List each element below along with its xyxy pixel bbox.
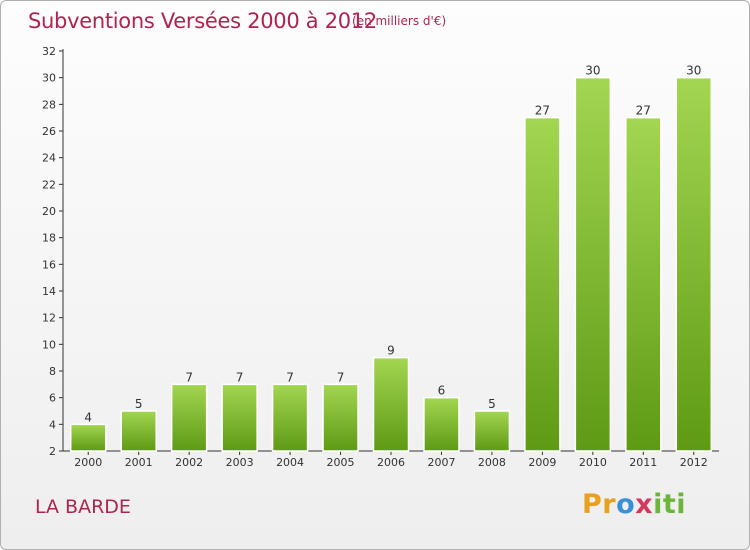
y-tick-label: 10 (42, 338, 56, 351)
y-tick-label: 22 (42, 178, 56, 191)
data-label: 7 (185, 370, 193, 384)
proxiti-logo[interactable]: Proxiti (582, 489, 686, 520)
bar-2004 (273, 384, 308, 451)
logo-part: o (616, 489, 635, 520)
data-label: 6 (438, 384, 446, 398)
x-tick-label: 2001 (125, 456, 153, 469)
data-label: 27 (535, 104, 550, 118)
bar-2008 (474, 411, 509, 451)
y-tick-label: 12 (42, 312, 56, 325)
bar-2002 (172, 384, 207, 451)
bar-2010 (575, 78, 610, 451)
y-tick-label: 14 (42, 285, 56, 298)
x-tick-label: 2011 (629, 456, 657, 469)
x-tick-label: 2005 (327, 456, 355, 469)
logo-part: Pr (582, 489, 616, 520)
x-tick-label: 2003 (226, 456, 254, 469)
x-tick-label: 2000 (74, 456, 102, 469)
y-tick-label: 16 (42, 258, 56, 271)
bar-2001 (121, 411, 156, 451)
y-tick-label: 8 (49, 365, 56, 378)
bar-2011 (626, 118, 661, 451)
data-label: 27 (636, 104, 651, 118)
x-tick-label: 2009 (528, 456, 556, 469)
chart-bars (71, 78, 712, 451)
data-label: 7 (337, 370, 345, 384)
logo-part: x (635, 489, 653, 520)
y-tick-label: 30 (42, 72, 56, 85)
data-label: 5 (488, 397, 496, 411)
bar-2006 (374, 358, 409, 451)
data-label: 5 (135, 397, 143, 411)
data-label: 30 (585, 64, 600, 78)
y-tick-label: 6 (49, 392, 56, 405)
data-label: 30 (686, 64, 701, 78)
data-label: 7 (286, 370, 294, 384)
y-tick-label: 24 (42, 152, 56, 165)
y-tick-label: 32 (42, 45, 56, 58)
x-tick-label: 2008 (478, 456, 506, 469)
y-tick-label: 18 (42, 232, 56, 245)
bar-2005 (323, 384, 358, 451)
y-tick-label: 2 (49, 445, 56, 458)
x-tick-label: 2007 (427, 456, 455, 469)
bar-2012 (676, 78, 711, 451)
y-tick-label: 26 (42, 125, 56, 138)
bar-2000 (71, 424, 106, 451)
data-label: 9 (387, 344, 395, 358)
x-tick-label: 2012 (680, 456, 708, 469)
y-tick-label: 28 (42, 98, 56, 111)
y-tick-label: 20 (42, 205, 56, 218)
bar-2003 (222, 384, 257, 451)
x-tick-label: 2006 (377, 456, 405, 469)
x-tick-label: 2010 (579, 456, 607, 469)
data-label: 7 (236, 370, 244, 384)
bar-2009 (525, 118, 560, 451)
logo-part: iti (653, 489, 686, 520)
commune-name: LA BARDE (35, 496, 131, 518)
x-tick-label: 2004 (276, 456, 304, 469)
y-tick-label: 4 (49, 418, 56, 431)
data-label: 4 (84, 410, 92, 424)
x-tick-label: 2002 (175, 456, 203, 469)
bar-2007 (424, 398, 459, 451)
